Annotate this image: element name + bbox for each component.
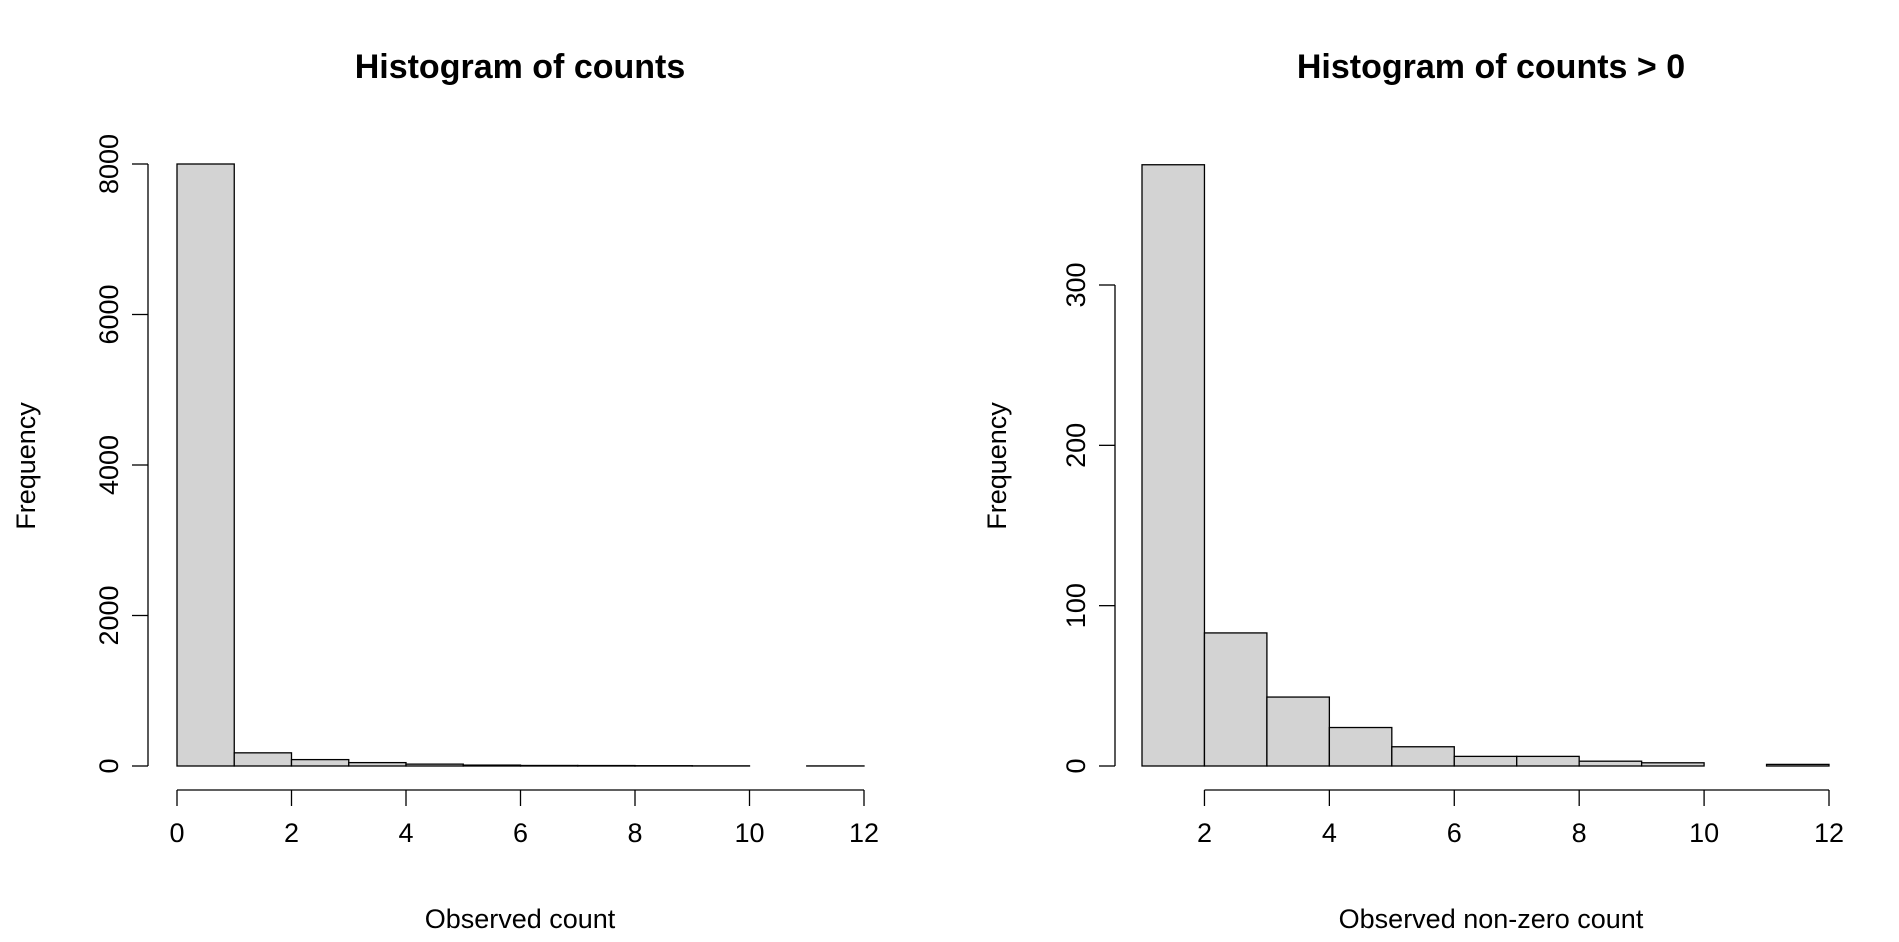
x-tick-label: 4 (398, 818, 413, 848)
y-tick-label: 0 (1061, 758, 1091, 773)
x-tick-label: 6 (513, 818, 528, 848)
histogram-bar (290, 758, 350, 767)
histogram-bar (176, 163, 235, 767)
x-tick-label: 10 (734, 818, 764, 848)
x-tick-label: 8 (1572, 818, 1587, 848)
histogram-bar (1516, 755, 1580, 767)
histogram-bar (1640, 762, 1705, 767)
histogram-bar (405, 763, 464, 767)
x-tick-label: 6 (1447, 818, 1462, 848)
y-axis-label: Frequency (11, 402, 41, 530)
chart-title: Histogram of counts (355, 48, 686, 86)
y-axis-label: Frequency (982, 402, 1012, 530)
x-tick-label: 2 (1197, 818, 1212, 848)
y-tick-label: 100 (1061, 583, 1091, 628)
histogram-bar (233, 752, 293, 767)
chart-title: Histogram of counts > 0 (1297, 48, 1685, 86)
x-axis-label: Observed non-zero count (1339, 904, 1644, 934)
histogram-bar (462, 764, 522, 767)
x-tick-label: 2 (284, 818, 299, 848)
histogram-bar (1328, 726, 1393, 767)
histogram-bar (1578, 760, 1643, 767)
histogram-bar (1203, 632, 1268, 767)
y-tick-label: 6000 (94, 284, 124, 344)
y-tick-label: 200 (1061, 423, 1091, 468)
y-tick-label: 8000 (94, 134, 124, 194)
y-tick-label: 2000 (94, 585, 124, 645)
histogram-bar (1391, 746, 1455, 767)
x-tick-label: 12 (1814, 818, 1844, 848)
x-tick-label: 12 (849, 818, 879, 848)
x-axis: 2 4 6 8 10 12 (1197, 789, 1844, 848)
bars (176, 163, 865, 767)
y-axis: 0 100 200 300 (1061, 262, 1116, 774)
x-tick-label: 8 (627, 818, 642, 848)
y-tick-label: 4000 (94, 435, 124, 495)
histogram-bar (1141, 164, 1206, 767)
x-tick-label: 0 (169, 818, 184, 848)
y-tick-label: 0 (94, 758, 124, 773)
x-axis-label: Observed count (425, 904, 616, 934)
histogram-bar (1266, 696, 1331, 767)
histogram-counts-panel: Histogram of counts Observed count Frequ… (11, 48, 879, 934)
x-tick-label: 4 (1322, 818, 1337, 848)
y-axis: 0 2000 4000 6000 8000 (94, 134, 149, 774)
x-axis: 0 2 4 6 8 10 12 (169, 789, 879, 848)
histogram-bar (1765, 763, 1830, 767)
bars (1141, 164, 1830, 767)
histogram-bar (1453, 755, 1518, 767)
histogram-nonzero-counts-panel: Histogram of counts > 0 Observed non-zer… (982, 48, 1844, 934)
x-tick-label: 10 (1689, 818, 1719, 848)
y-tick-label: 300 (1061, 262, 1091, 307)
histogram-bar (348, 761, 407, 767)
histogram-bar (519, 764, 579, 767)
